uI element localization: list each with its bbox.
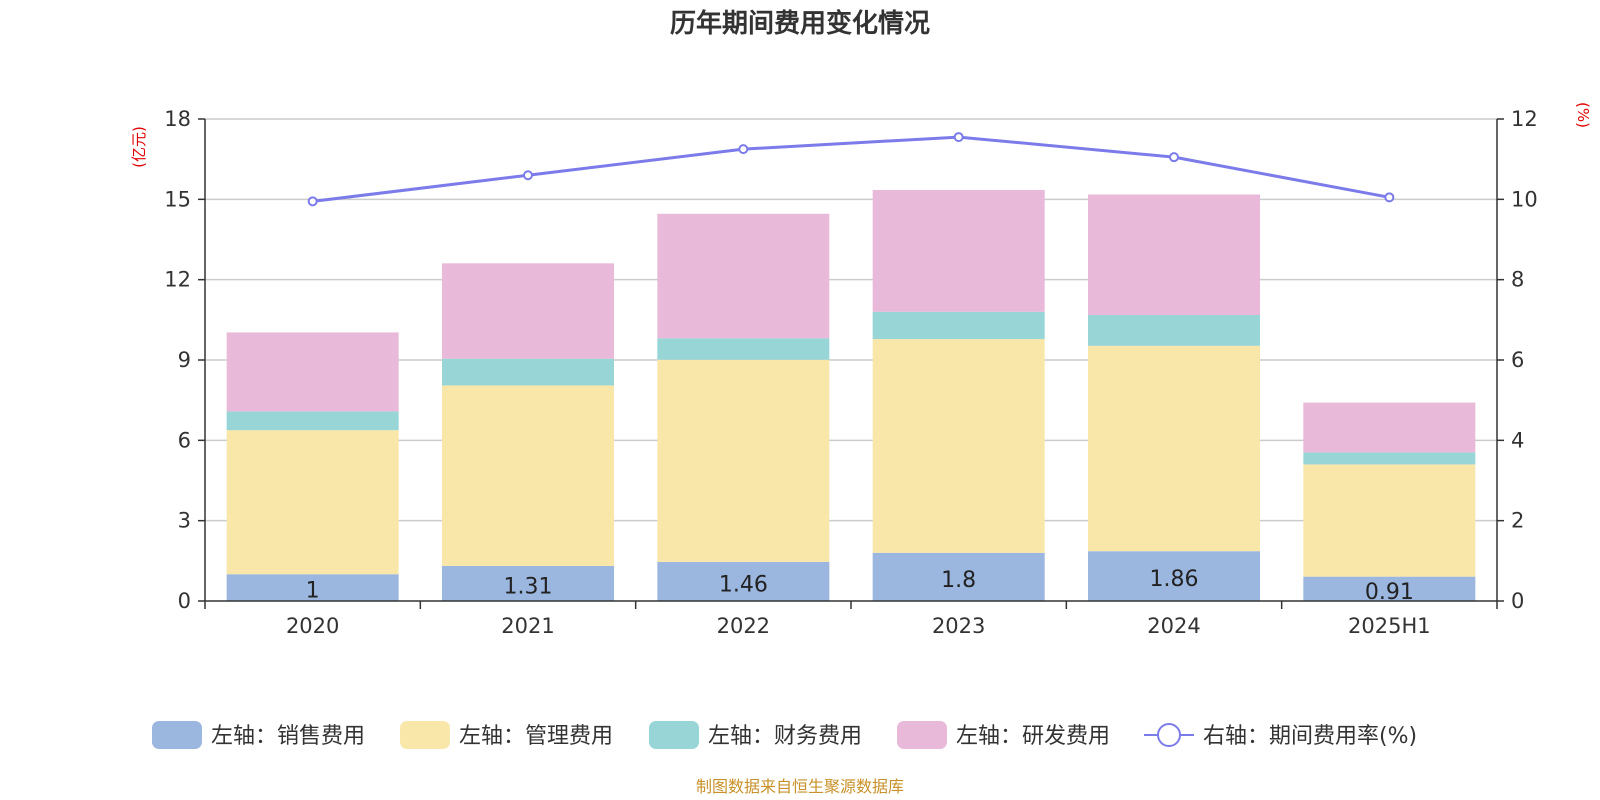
rate-point <box>953 132 964 143</box>
chart-title: 历年期间费用变化情况 <box>670 8 930 39</box>
bar-segment <box>442 385 614 566</box>
bar-segment <box>657 338 830 360</box>
legend-label: 左轴：财务费用 <box>708 724 862 749</box>
x-tick-label: 2024 <box>1147 614 1200 638</box>
bars <box>226 189 1476 601</box>
rate-point <box>738 144 749 155</box>
bar-segment <box>226 332 399 412</box>
left-tick-label: 18 <box>164 107 191 131</box>
right-axis-unit: (%) <box>1574 102 1592 128</box>
bar-segment <box>657 561 830 601</box>
x-tick-label: 2022 <box>717 614 770 638</box>
bar-segment <box>872 339 1045 553</box>
bar-segment <box>1088 315 1260 346</box>
bar-value-label: 1.46 <box>719 572 768 597</box>
rate-line <box>307 132 1395 207</box>
x-tick-label: 2025H1 <box>1348 614 1431 638</box>
bar-segment <box>1088 551 1260 601</box>
bar-segment <box>657 359 830 562</box>
bar-segment <box>442 263 614 359</box>
bar-segment <box>226 574 399 601</box>
bar-segment <box>1303 402 1476 453</box>
gridlines <box>205 118 1497 522</box>
bar-segment <box>1303 452 1476 465</box>
right-tick-label: 0 <box>1511 589 1524 613</box>
rate-line-path <box>312 135 1390 203</box>
left-tick-label: 12 <box>164 268 191 292</box>
legend-label: 左轴：研发费用 <box>956 724 1110 749</box>
legend: 左轴：销售费用 左轴：管理费用 左轴：财务费用 左轴：研发费用 右轴：期间费用率(%) <box>152 721 1417 749</box>
bar-segment <box>226 430 399 575</box>
axes: 0 3 6 9 12 15 18 0 2 4 6 8 10 12 2020 2021 2022 2023 2024 2… <box>164 107 1537 638</box>
bar-segment <box>442 358 614 386</box>
right-tick-label: 10 <box>1511 187 1538 211</box>
bar-segment <box>872 311 1045 340</box>
bar-segment <box>442 565 614 601</box>
bar-value-label: 1.31 <box>504 574 553 599</box>
right-tick-label: 8 <box>1511 268 1524 292</box>
right-tick-label: 12 <box>1511 107 1538 131</box>
x-tick-label: 2021 <box>501 614 554 638</box>
legend-swatch <box>152 721 202 749</box>
legend-marker <box>1157 723 1181 747</box>
bar-value-label: 1.8 <box>941 568 976 593</box>
bar-segment <box>1088 194 1260 316</box>
bar-segment <box>1303 464 1476 577</box>
legend-swatch <box>897 721 947 749</box>
right-tick-label: 2 <box>1511 509 1524 533</box>
left-axis-unit: (亿元) <box>130 126 148 168</box>
bar-value-label: 1.86 <box>1150 567 1199 592</box>
bar-segment <box>872 552 1045 601</box>
legend-label: 左轴：管理费用 <box>459 724 613 749</box>
rate-point <box>307 196 318 207</box>
bar-value-label: 1 <box>306 579 320 604</box>
x-tick-label: 2020 <box>286 614 339 638</box>
legend-label: 右轴：期间费用率(%) <box>1203 724 1417 749</box>
bar-segment <box>1303 576 1476 601</box>
right-tick-label: 6 <box>1511 348 1524 372</box>
bar-segment <box>872 189 1045 312</box>
data-labels: 1 1.31 1.46 1.8 1.860.91 <box>306 567 1414 605</box>
bar-segment <box>1088 345 1260 552</box>
legend-swatch <box>400 721 450 749</box>
left-tick-label: 15 <box>164 187 191 211</box>
legend-swatch <box>649 721 699 749</box>
right-tick-label: 4 <box>1511 428 1524 452</box>
bar-segment <box>226 411 399 431</box>
bar-segment <box>657 213 830 339</box>
source-note: 制图数据来自恒生聚源数据库 <box>696 777 904 796</box>
left-tick-label: 9 <box>178 348 191 372</box>
left-tick-label: 0 <box>178 589 191 613</box>
legend-label: 左轴：销售费用 <box>211 724 365 749</box>
rate-point <box>523 170 533 181</box>
rate-point <box>1384 192 1395 203</box>
left-tick-label: 3 <box>178 509 191 533</box>
rate-point <box>1169 152 1179 163</box>
left-tick-label: 6 <box>178 428 191 452</box>
x-tick-label: 2023 <box>932 614 985 638</box>
